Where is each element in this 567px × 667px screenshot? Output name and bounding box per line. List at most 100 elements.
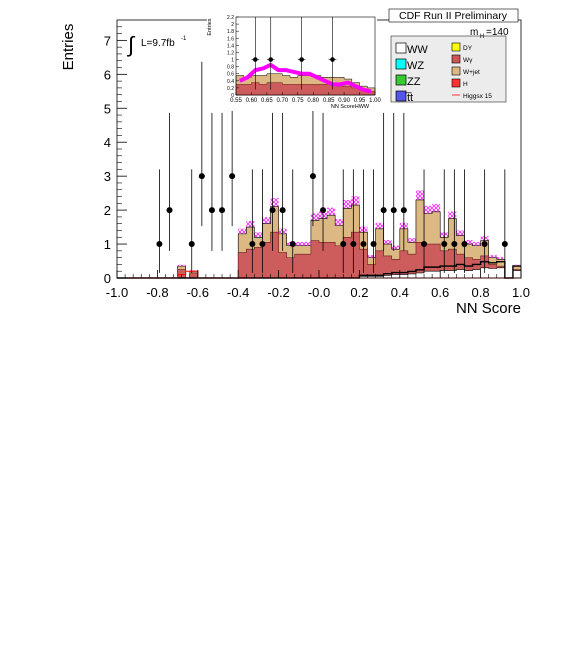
inset-x-tick-label: 0.95 (354, 98, 366, 104)
inset-y-tick-label: 0 (231, 93, 234, 99)
luminosity-exponent: -1 (181, 36, 187, 42)
inset-data-point (330, 57, 335, 62)
inset-y-tick-label: 1.4 (227, 43, 234, 49)
data-point (461, 241, 468, 248)
data-point (279, 207, 286, 214)
data-point (380, 207, 387, 214)
legend-label: WZ (407, 60, 424, 72)
y-tick-label: 6 (104, 67, 111, 82)
inset-x-tick-label: 0.70 (276, 98, 288, 104)
data-point (269, 207, 276, 214)
inset-x-tick-label: 1.00 (369, 98, 381, 104)
x-tick-label: 1.0 (512, 285, 530, 300)
x-tick-label: 0.2 (350, 285, 368, 300)
data-point (208, 207, 215, 214)
chart-title: CDF Run II Preliminary (399, 10, 508, 22)
inset-plot: 0.55 0.60 0.65 0.70 0.75 0.80 0.85 0.90 0.95 1.00… (207, 11, 381, 111)
data-point (289, 241, 296, 248)
legend-swatch (395, 74, 407, 86)
legend: WW WZ ZZ t̅t DY Wγ W+jet H Higgsx 15 (388, 8, 519, 104)
y-tick-label: 0 (104, 271, 111, 286)
data-point (390, 207, 397, 214)
inset-signal-band (239, 62, 372, 94)
data-point (451, 241, 458, 248)
data-point (340, 241, 347, 248)
y-tick-label: 5 (104, 101, 111, 116)
legend-label: W+jet (463, 69, 480, 76)
inset-x-tick-label: 0.55 (230, 98, 242, 104)
data-point (370, 241, 377, 248)
inset-y-tick-label: 0.2 (227, 86, 234, 92)
data-point (501, 241, 508, 248)
inset-data-point (253, 57, 258, 62)
inset-y-tick-label: 0.6 (227, 72, 234, 78)
data-point (219, 207, 226, 214)
data-point (229, 173, 236, 180)
data-point (188, 241, 195, 248)
data-point (249, 241, 256, 248)
data-point (350, 241, 357, 248)
data-point (166, 207, 173, 214)
x-tick-label: -0.0 (308, 285, 330, 300)
legend-swatch (395, 90, 407, 102)
inset-x-tick-label: 0.85 (323, 98, 335, 104)
data-point (400, 207, 407, 214)
inset-x-tick-label: 0.75 (292, 98, 304, 104)
inset-x-axis-label: NN ScoreHWW (331, 104, 370, 110)
title-box (388, 8, 519, 23)
inset-x-tick-label: 0.60 (246, 98, 258, 104)
inset-y-tick-label: 1.2 (227, 50, 234, 56)
data-point (481, 241, 488, 248)
y-tick-label: 3 (104, 169, 111, 184)
x-tick-label: 0.4 (391, 285, 409, 300)
x-tick-label: -1.0 (106, 285, 128, 300)
inset-y-tick-label: 0.8 (227, 65, 234, 71)
y-axis-label: Entries (60, 24, 77, 71)
legend-swatch (395, 58, 407, 70)
x-tick-label: 0.8 (472, 285, 490, 300)
inset-data-point (299, 57, 304, 62)
x-tick-label: -0.8 (146, 285, 168, 300)
x-tick-label: 0.6 (431, 285, 449, 300)
x-tick-label: -0.6 (187, 285, 209, 300)
inset-x-tick-label: 0.80 (307, 98, 319, 104)
main-plot: -1.0 -0.8 -0.6 -0.4 -0.2 -0.0 0.2 0.4 0.6 0.8 1.00… (104, 19, 530, 300)
legend-swatch (395, 42, 407, 54)
legend-label: H (463, 81, 468, 88)
mass-subscript: H (480, 34, 484, 40)
legend-swatch (451, 54, 461, 64)
data-point (198, 173, 205, 180)
legend-label: Wγ (463, 57, 473, 64)
inset-x-tick-label: 0.90 (338, 98, 350, 104)
inset-x-tick-label: 0.65 (261, 98, 273, 104)
legend-swatch (451, 42, 461, 52)
inset-y-tick-label: 2 (231, 22, 234, 28)
data-point (441, 241, 448, 248)
svg-text:∫: ∫ (126, 32, 136, 57)
legend-label: ZZ (407, 76, 421, 88)
data-point (259, 241, 266, 248)
mass-symbol: m (470, 27, 478, 38)
legend-swatch (451, 78, 461, 88)
data-point (309, 173, 316, 180)
inset-y-tick-label: 1.6 (227, 36, 234, 42)
data-point (320, 207, 327, 214)
legend-box (390, 35, 507, 103)
x-tick-label: -0.4 (227, 285, 249, 300)
data-point (360, 241, 367, 248)
y-tick-label: 1 (104, 237, 111, 252)
data-point (156, 241, 163, 248)
y-tick-label: 2 (104, 203, 111, 218)
inset-y-tick-label: 1.8 (227, 29, 234, 35)
legend-label: WW (407, 44, 428, 56)
legend-label: DY (463, 45, 473, 52)
legend-swatch (451, 66, 461, 76)
mass-label: m H =140 (470, 27, 509, 40)
y-tick-label: 4 (104, 135, 111, 150)
inset-y-tick-label: 1 (231, 58, 234, 64)
x-tick-label: -0.2 (267, 285, 289, 300)
inset-data-point (268, 57, 274, 62)
y-tick-label: 7 (104, 33, 111, 48)
mass-value: =140 (486, 27, 509, 38)
